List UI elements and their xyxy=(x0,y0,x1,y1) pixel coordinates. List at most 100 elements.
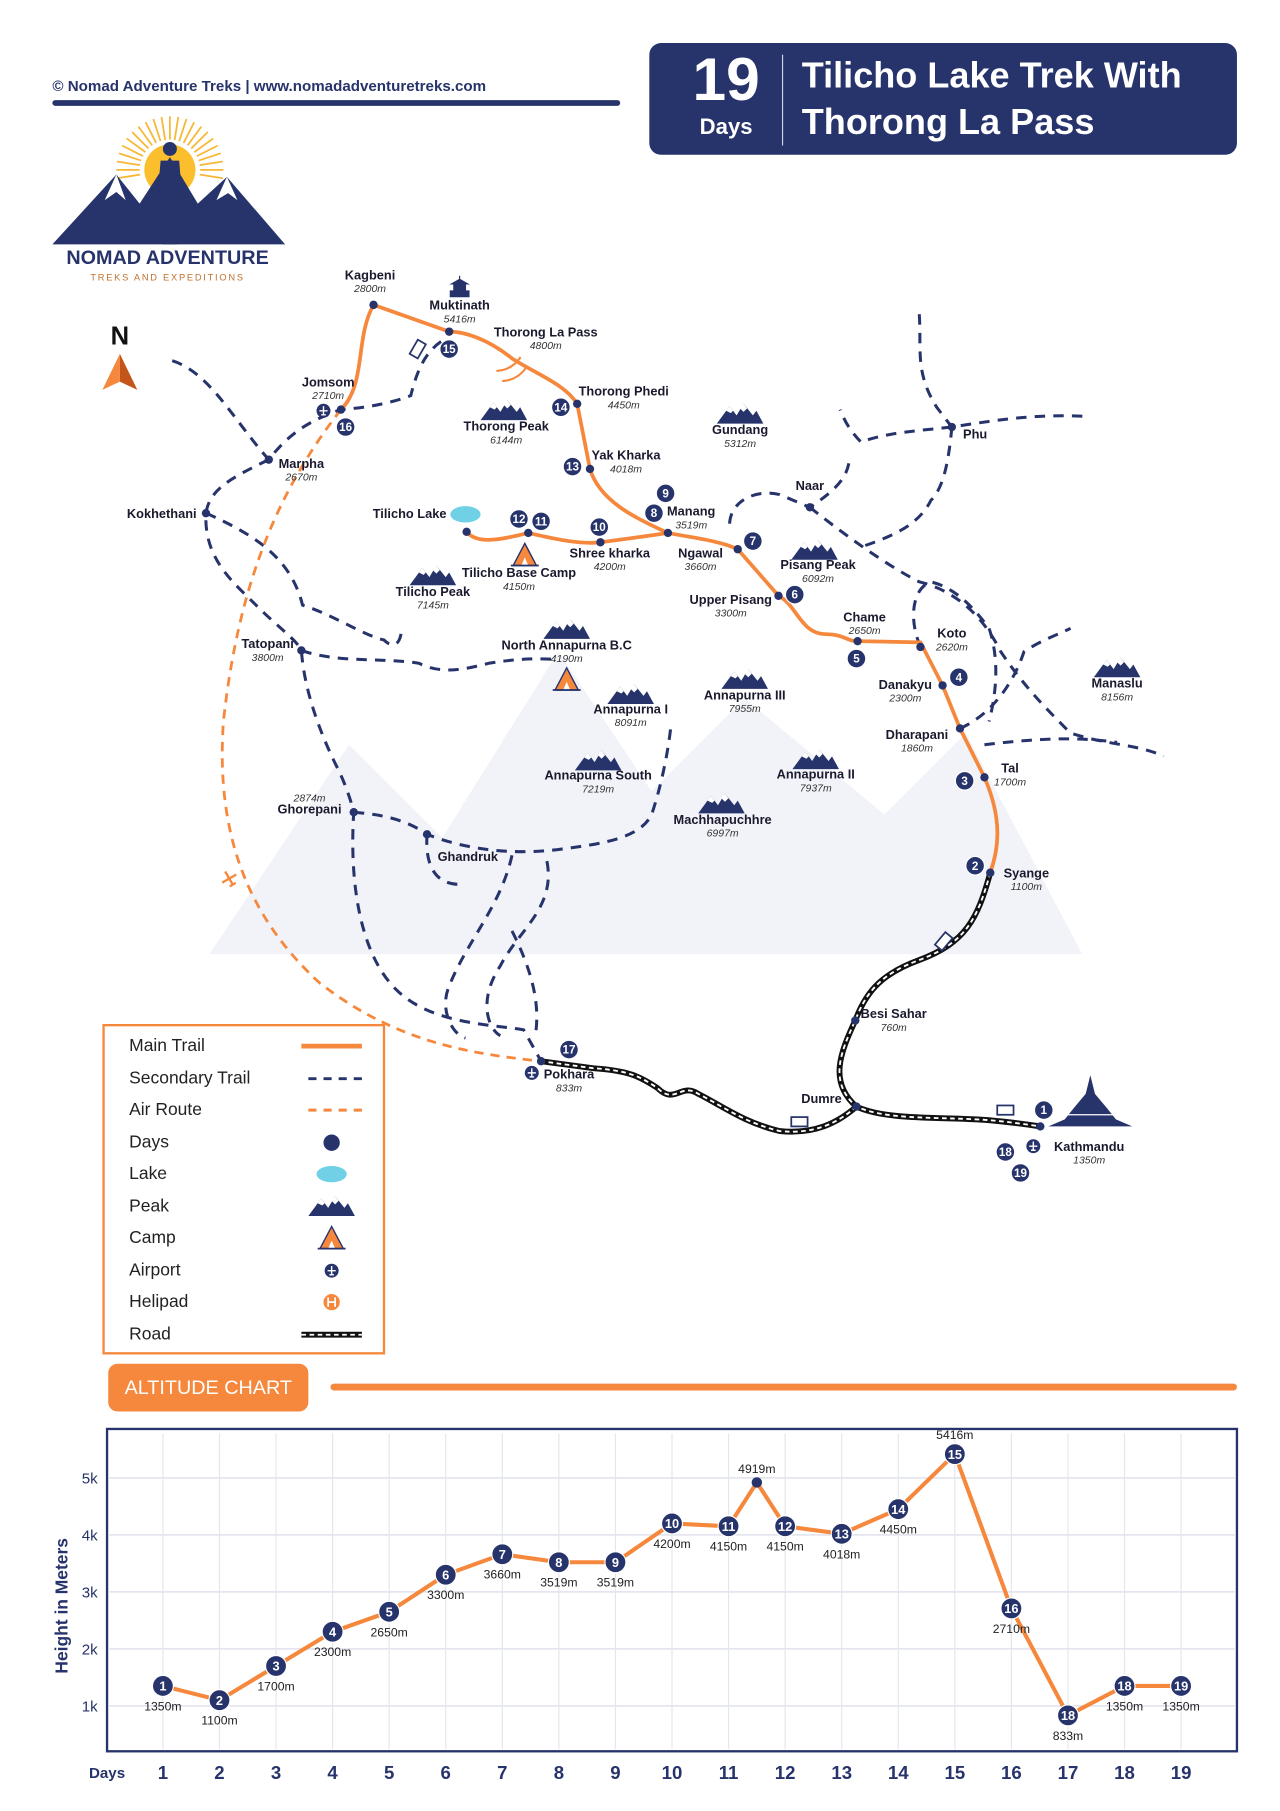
place-kokhethani[interactable]: Kokhethani xyxy=(127,506,211,521)
place-manaslu[interactable]: Manaslu 8156m xyxy=(1091,657,1143,704)
sun-ray xyxy=(131,131,150,150)
place-thorong-la-pass[interactable]: Thorong La Pass 4800m xyxy=(494,324,598,384)
place-name: Thorong La Pass xyxy=(494,324,598,339)
place-dharapani[interactable]: Dharapani 1860m xyxy=(886,724,965,755)
place-tilicho-base-camp[interactable]: Tilicho Base Camp 4150m xyxy=(462,528,576,593)
place-annapurna-ii[interactable]: Annapurna II 7937m xyxy=(777,749,855,794)
place-danakyu[interactable]: Danakyu 2300m xyxy=(879,677,947,705)
place-tilicho-peak[interactable]: Tilicho Peak 7145m xyxy=(396,565,471,612)
place-gundang[interactable]: Gundang 5312m xyxy=(712,403,768,450)
secondary-trail xyxy=(205,511,403,647)
place-marpha[interactable]: Marpha 2670m xyxy=(264,455,325,484)
day-marker[interactable]: 5 xyxy=(846,648,867,669)
day-marker[interactable]: 16 xyxy=(335,417,356,437)
point-marker xyxy=(660,1512,684,1535)
place-name: Ghandruk xyxy=(438,849,499,864)
place-chame[interactable]: Chame 2650m xyxy=(843,609,886,646)
altitude-point: 5 2650m xyxy=(371,1600,408,1639)
place-kagbeni[interactable]: Kagbeni 2800m xyxy=(345,267,395,310)
altitude-point: 7 3660m xyxy=(484,1543,521,1582)
place-pisang-peak[interactable]: Pisang Peak 6092m xyxy=(780,539,857,585)
place-elevation: 2300m xyxy=(888,694,921,705)
place-annapurna-iii[interactable]: Annapurna III 7955m xyxy=(704,669,786,715)
place-manang[interactable]: Manang 3519m xyxy=(663,503,716,538)
altitude-point: 11 4150m xyxy=(710,1515,747,1554)
day-marker[interactable]: 14 xyxy=(550,397,571,418)
day-marker[interactable]: 3 xyxy=(954,770,975,791)
day-marker[interactable]: 19 xyxy=(1010,1163,1031,1183)
point-day: 3 xyxy=(272,1659,279,1674)
day-marker[interactable]: 2 xyxy=(965,855,986,876)
sun-ray xyxy=(196,144,218,157)
x-tick-label: 9 xyxy=(610,1762,620,1783)
watermark xyxy=(209,651,1083,955)
place-dumre[interactable]: Dumre xyxy=(801,1091,861,1111)
day-marker[interactable]: 15 xyxy=(439,339,460,359)
airport-icon[interactable] xyxy=(524,1065,539,1080)
sun-ray xyxy=(126,137,146,153)
place-tatopani[interactable]: Tatopani 3800m xyxy=(241,636,306,664)
place-shree-kharka[interactable]: Shree kharka 4200m xyxy=(570,538,651,573)
airport-icon[interactable] xyxy=(316,403,331,418)
place-jomsom[interactable]: Jomsom 2710m xyxy=(302,374,355,418)
legend-label-helipad: Helipad xyxy=(129,1291,189,1312)
point-day: 15 xyxy=(948,1447,962,1462)
day-marker[interactable]: 13 xyxy=(562,456,583,477)
place-naar[interactable]: Naar xyxy=(796,478,824,512)
day-marker[interactable]: 8 xyxy=(644,503,664,524)
day-marker[interactable]: 12 xyxy=(509,509,529,529)
point-day: 10 xyxy=(665,1516,679,1531)
day-marker[interactable]: 10 xyxy=(589,517,610,538)
point-marker xyxy=(378,1600,401,1623)
day-marker[interactable]: 17 xyxy=(559,1039,579,1060)
secondary-trail xyxy=(912,580,998,722)
day-marker[interactable]: 9 xyxy=(655,483,676,504)
airport-icon[interactable] xyxy=(324,1263,339,1278)
airport-icon[interactable] xyxy=(1026,1139,1041,1154)
sun-ray xyxy=(144,121,157,144)
place-phu[interactable]: Phu xyxy=(947,422,988,442)
point-day: 11 xyxy=(722,1519,736,1534)
day-marker[interactable]: 4 xyxy=(948,667,969,688)
place-north-annapurna-b-c[interactable]: North Annapurna B.C 4190m xyxy=(502,619,632,691)
altitude-series: 1 1350m 2 1100m 3 1700m 4 2300m 5 2650m 6 3300m 7 366… xyxy=(144,1428,1200,1743)
day-marker[interactable]: 11 xyxy=(531,511,551,532)
place-kathmandu[interactable]: Kathmandu 1350m xyxy=(1026,1075,1133,1167)
x-tick-label: 15 xyxy=(944,1762,965,1783)
road-line xyxy=(301,1331,362,1338)
copyright-text: © Nomad Adventure Treks | www.nomadadven… xyxy=(52,76,487,95)
secondary-trail xyxy=(808,506,1165,758)
place-syange[interactable]: Syange 1100m xyxy=(986,865,1049,893)
sun-ray xyxy=(160,116,167,141)
point-value-label: 1350m xyxy=(1162,1699,1199,1713)
place-elevation: 1350m xyxy=(1073,1156,1105,1167)
place-besi-sahar[interactable]: Besi Sahar 760m xyxy=(851,1006,927,1034)
day-marker[interactable]: 18 xyxy=(995,1142,1016,1162)
place-elevation: 6144m xyxy=(490,435,522,446)
place-upper-pisang[interactable]: Upper Pisang 3300m xyxy=(690,591,783,620)
place-ghandruk[interactable]: Ghandruk xyxy=(422,830,499,864)
place-name: Danakyu xyxy=(879,677,932,692)
day-marker[interactable]: 6 xyxy=(784,584,805,605)
place-machhapuchhre[interactable]: Machhapuchhre 6997m xyxy=(674,793,772,840)
altitude-chart-button[interactable]: ALTITUDE CHART xyxy=(108,1363,309,1412)
place-ngawal[interactable]: Ngawal 3660m xyxy=(678,545,742,573)
place-elevation: 4200m xyxy=(594,562,626,573)
peak-icon xyxy=(480,400,528,421)
place-tilicho-lake[interactable]: Tilicho Lake xyxy=(373,506,481,536)
point-value-label: 4150m xyxy=(766,1540,803,1554)
day-marker[interactable]: 7 xyxy=(742,531,763,551)
x-tick-label: 1 xyxy=(158,1762,168,1783)
day-number: 4 xyxy=(956,671,963,684)
place-annapurna-i[interactable]: Annapurna I 8091m xyxy=(593,684,668,729)
day-marker[interactable]: 1 xyxy=(1033,1100,1054,1121)
